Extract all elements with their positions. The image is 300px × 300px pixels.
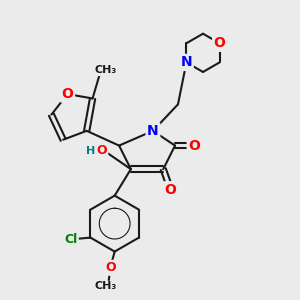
Text: N: N bbox=[147, 124, 159, 138]
Text: O: O bbox=[105, 261, 116, 274]
Text: O: O bbox=[214, 36, 226, 50]
Text: O: O bbox=[165, 183, 176, 197]
Text: O: O bbox=[188, 139, 200, 153]
Text: O: O bbox=[61, 87, 74, 101]
Text: N: N bbox=[181, 56, 192, 69]
Text: Cl: Cl bbox=[64, 232, 77, 246]
Text: CH₃: CH₃ bbox=[95, 281, 117, 291]
Text: CH₃: CH₃ bbox=[94, 65, 116, 76]
Text: O: O bbox=[97, 144, 107, 157]
Text: H: H bbox=[86, 146, 96, 156]
